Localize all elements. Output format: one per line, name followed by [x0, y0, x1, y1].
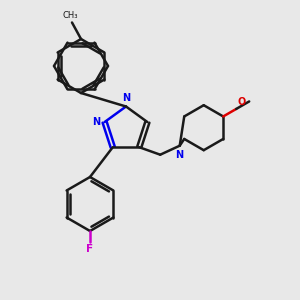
Text: N: N [93, 117, 101, 127]
Text: N: N [175, 150, 183, 160]
Text: N: N [122, 93, 130, 103]
Text: O: O [238, 98, 246, 107]
Text: CH₃: CH₃ [63, 11, 78, 20]
Text: F: F [86, 244, 94, 254]
